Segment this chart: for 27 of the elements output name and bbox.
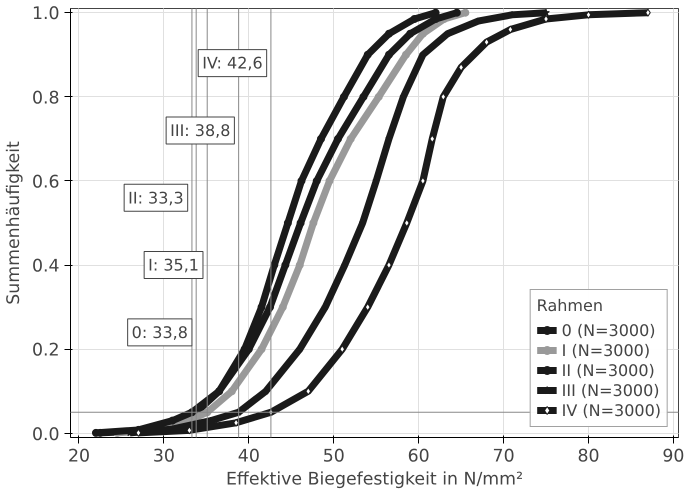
x-tick-label: 80 xyxy=(577,446,600,466)
x-tick-label: 50 xyxy=(322,446,345,466)
x-tick-label: 70 xyxy=(492,446,515,466)
y-tick-label: 0.0 xyxy=(32,424,60,445)
legend-label: I (N=3000) xyxy=(562,340,650,360)
ref-line-label: 0: 33,8 xyxy=(132,322,188,342)
x-axis-title: Effektive Biegefestigkeit in N/mm² xyxy=(226,470,524,490)
x-tick-label: 90 xyxy=(662,446,684,466)
ref-line-label: III: 38,8 xyxy=(170,120,230,140)
y-tick-label: 0.8 xyxy=(32,88,60,108)
legend-title: Rahmen xyxy=(536,296,604,315)
y-tick-label: 1.0 xyxy=(32,4,60,24)
ref-line-label: II: 33,3 xyxy=(128,188,184,208)
x-tick-label: 20 xyxy=(68,446,90,466)
y-tick-label: 0.4 xyxy=(32,256,60,277)
ref-line-label: IV: 42,6 xyxy=(202,54,263,73)
legend-label: III (N=3000) xyxy=(562,380,660,400)
legend-label: II (N=3000) xyxy=(562,360,655,380)
ref-line-label: I: 35,1 xyxy=(148,256,199,275)
legend-label: IV (N=3000) xyxy=(562,400,661,420)
y-axis-title: Summenhäufigkeit xyxy=(4,141,24,305)
x-tick-label: 30 xyxy=(152,446,175,466)
x-tick-label: 60 xyxy=(408,446,430,466)
legend-label: 0 (N=3000) xyxy=(562,320,656,340)
y-tick-label: 0.6 xyxy=(32,172,60,192)
x-tick-label: 40 xyxy=(238,446,260,466)
y-tick-label: 0.2 xyxy=(32,340,60,361)
